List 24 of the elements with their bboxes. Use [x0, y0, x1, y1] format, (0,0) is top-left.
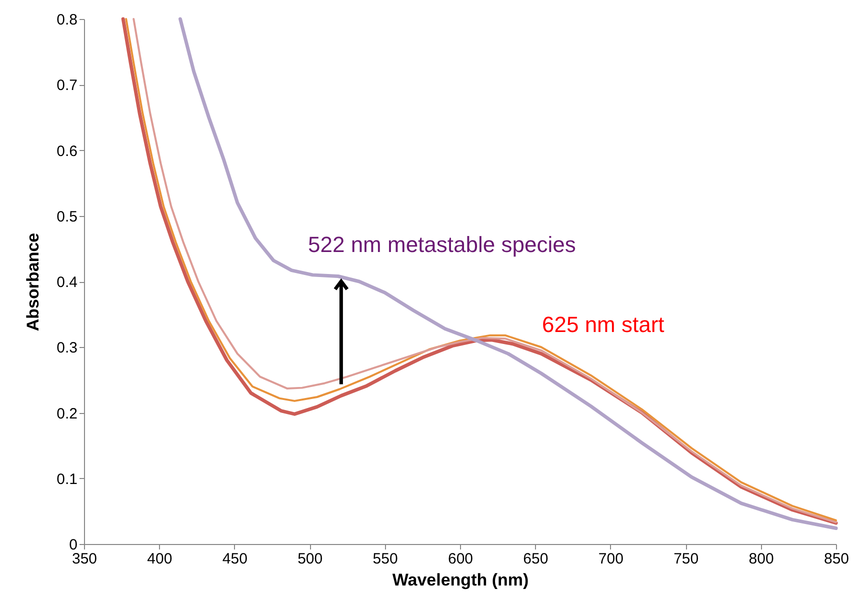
x-tick-label: 500 [298, 550, 323, 568]
annotation: 522 nm metastable species [308, 232, 576, 257]
x-tick-label: 400 [147, 550, 172, 568]
x-tick-label: 700 [598, 550, 624, 568]
annotation: 625 nm start [542, 312, 664, 337]
x-axis-title: Wavelength (nm) [392, 570, 529, 590]
x-tick-label: 450 [222, 550, 248, 568]
y-tick-label: 0 [69, 536, 78, 554]
y-tick-label: 0.8 [56, 12, 78, 28]
y-tick-label: 0.7 [56, 77, 78, 94]
y-tick-label: 0.5 [56, 208, 78, 226]
x-tick-label: 850 [824, 550, 850, 568]
y-tick-label: 0.2 [56, 405, 78, 422]
x-tick-label: 600 [448, 550, 474, 568]
y-tick-label: 0.6 [56, 142, 78, 160]
x-tick-label: 750 [674, 550, 699, 568]
x-tick-label: 800 [748, 550, 774, 568]
y-tick-label: 0.1 [56, 470, 78, 488]
x-tick-label: 550 [372, 550, 398, 568]
y-tick-label: 0.3 [56, 340, 78, 357]
x-tick-label: 650 [523, 550, 548, 568]
y-tick-label: 0.4 [56, 274, 78, 291]
y-axis-title: Absorbance [24, 232, 43, 332]
x-tick-label: 350 [72, 550, 98, 568]
